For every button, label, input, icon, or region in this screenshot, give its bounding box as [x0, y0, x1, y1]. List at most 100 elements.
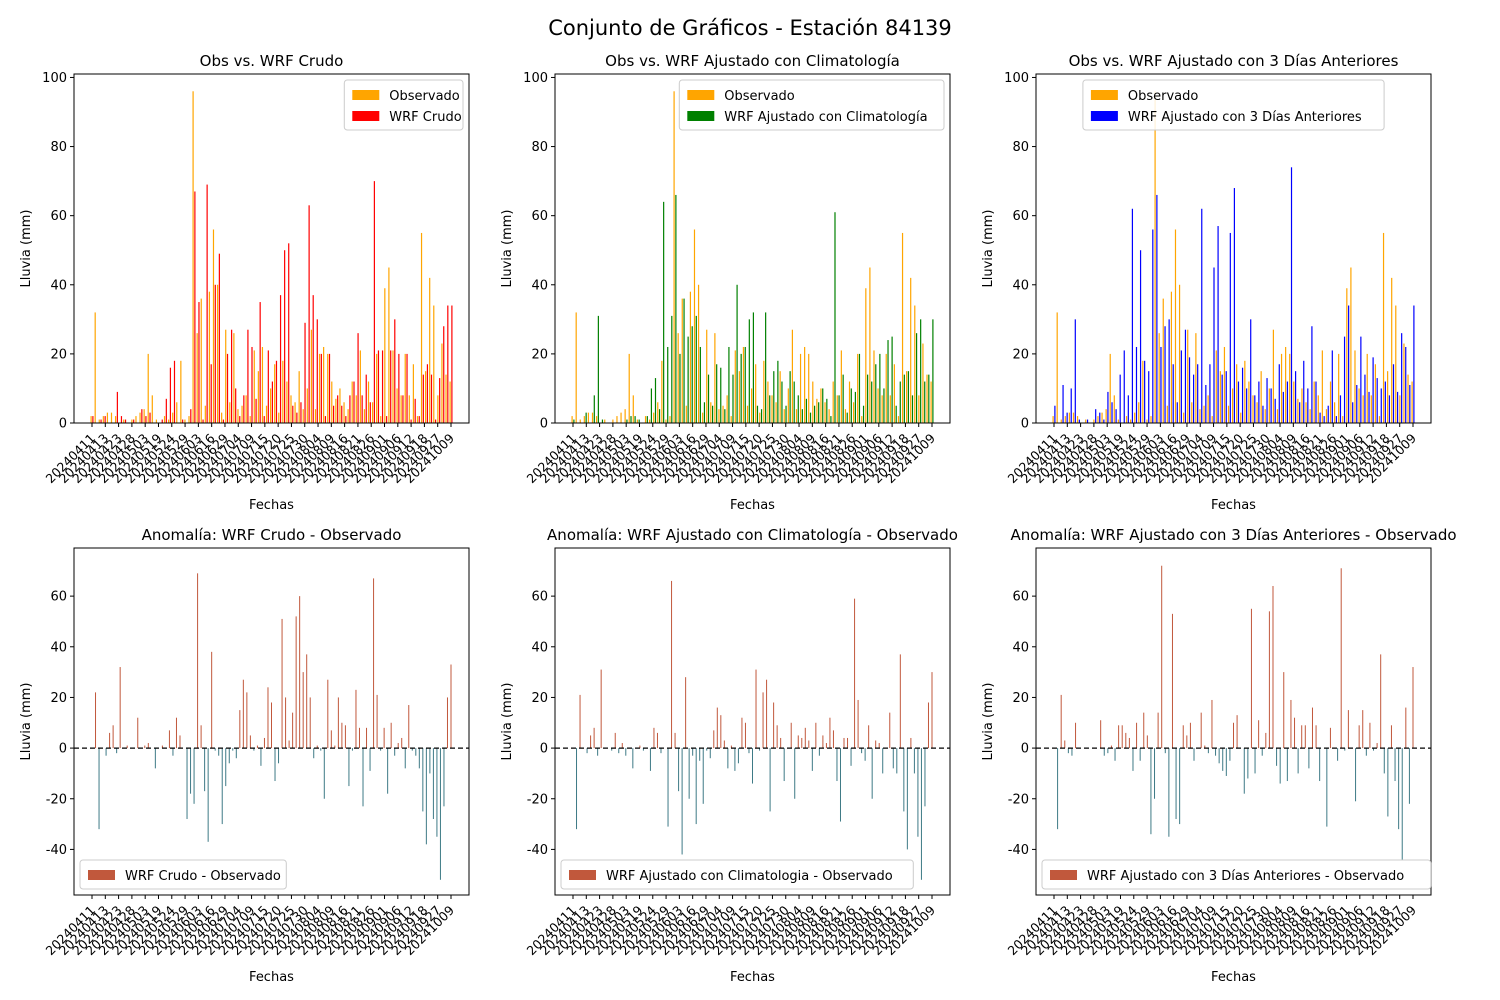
- bar-wrf: [394, 319, 396, 423]
- bar-anomaly: [394, 748, 396, 756]
- bar-anomaly: [154, 748, 156, 769]
- bar-wrf: [1168, 319, 1170, 423]
- bar-anomaly: [1207, 748, 1209, 754]
- bar-wrf: [793, 381, 795, 423]
- bar-wrf: [402, 395, 404, 423]
- bar-observed: [697, 284, 700, 423]
- bar-observed: [1301, 388, 1303, 423]
- bar-wrf: [891, 336, 893, 423]
- bar-wrf: [226, 353, 229, 423]
- bar-observed: [636, 419, 638, 423]
- bar-anomaly: [737, 748, 739, 764]
- panel-title: Obs vs. WRF Crudo: [200, 52, 344, 70]
- bar-anomaly: [225, 748, 227, 787]
- bar-wrf: [915, 333, 918, 423]
- bar-observed: [359, 350, 361, 423]
- bar-observed: [624, 409, 626, 423]
- bar-anomaly: [843, 737, 845, 749]
- bar-wrf: [720, 367, 722, 423]
- bar-wrf: [1062, 384, 1064, 423]
- bar-anomaly: [443, 748, 445, 807]
- bar-observed: [1105, 409, 1107, 423]
- bar-wrf: [284, 250, 286, 423]
- bar-anomaly: [1380, 654, 1382, 749]
- bar-observed: [616, 416, 618, 423]
- bar-observed: [1268, 388, 1270, 423]
- bar-anomaly: [1283, 672, 1285, 749]
- bar-observed: [1170, 291, 1173, 423]
- bar-observed: [290, 395, 292, 423]
- bar-wrf: [867, 374, 869, 423]
- bar-wrf: [683, 298, 685, 423]
- bar-anomaly: [730, 745, 732, 749]
- y-tick-label: 40: [1012, 278, 1029, 293]
- bar-observed: [404, 353, 406, 423]
- bar-observed: [591, 412, 594, 423]
- y-tick-label: 20: [1012, 691, 1029, 706]
- bar-observed: [371, 402, 374, 423]
- bar-wrf: [703, 402, 706, 423]
- panel-title: Obs vs. WRF Ajustado con Climatología: [605, 52, 900, 70]
- bar-wrf: [369, 402, 371, 423]
- bar-wrf: [1335, 416, 1337, 423]
- bar-anomaly: [927, 702, 929, 749]
- bar-observed: [123, 419, 125, 423]
- bar-observed: [241, 405, 243, 423]
- y-tick-label: -40: [1008, 843, 1029, 858]
- bar-wrf: [116, 391, 118, 423]
- y-tick-label: 100: [1004, 71, 1029, 86]
- bar-anomaly: [766, 679, 768, 749]
- bar-wrf: [671, 315, 673, 423]
- bar-observed: [110, 412, 113, 423]
- legend-swatch: [352, 111, 380, 121]
- bar-observed: [1387, 371, 1389, 423]
- bar-wrf: [712, 405, 714, 423]
- bar-observed: [706, 329, 708, 423]
- bar-observed: [355, 395, 357, 423]
- bar-anomaly: [175, 717, 177, 749]
- bar-observed: [1350, 267, 1352, 423]
- bar-wrf: [1368, 391, 1370, 423]
- bar-anomaly: [839, 748, 841, 822]
- bar-wrf: [1131, 208, 1134, 423]
- bar-anomaly: [1294, 717, 1296, 749]
- bar-observed: [1178, 284, 1181, 423]
- y-tick-label: 40: [531, 640, 548, 655]
- bar-anomaly: [429, 748, 431, 774]
- bar-wrf: [1229, 232, 1231, 423]
- bar-anomaly: [759, 748, 761, 751]
- bar-anomaly: [348, 748, 350, 787]
- bar-anomaly: [850, 748, 852, 766]
- bar-anomaly: [137, 717, 139, 749]
- legend-box: [1082, 79, 1385, 131]
- bar-wrf: [1119, 374, 1121, 423]
- bar-anomaly: [1171, 613, 1173, 749]
- bar-anomaly: [871, 748, 873, 799]
- bar-wrf: [235, 388, 237, 423]
- bar-observed: [1313, 381, 1315, 423]
- bar-anomaly: [790, 722, 792, 749]
- bar-observed: [918, 395, 920, 423]
- panel-obs_3d: Obs vs. WRF Ajustado con 3 Días Anterior…: [981, 52, 1432, 513]
- y-tick-label: 0: [540, 417, 548, 432]
- bar-wrf: [1086, 419, 1089, 423]
- bar-anomaly: [1373, 748, 1375, 751]
- bar-wrf: [765, 312, 767, 423]
- bar-observed: [1064, 416, 1066, 423]
- bar-observed: [163, 416, 166, 423]
- x-axis-label: Fechas: [249, 970, 294, 985]
- bar-observed: [1154, 91, 1156, 424]
- bar-wrf: [838, 395, 840, 423]
- bar-anomaly: [889, 712, 891, 749]
- legend-label: WRF Crudo - Observado: [125, 869, 281, 884]
- bar-observed: [1060, 419, 1062, 423]
- bar-observed: [1346, 288, 1348, 423]
- panel-title: Anomalía: WRF Crudo - Observado: [142, 526, 402, 544]
- bar-wrf: [1331, 350, 1333, 423]
- bar-observed: [893, 364, 895, 423]
- bar-wrf: [1139, 250, 1142, 423]
- bar-anomaly: [116, 748, 118, 754]
- bar-wrf: [267, 350, 269, 423]
- bar-anomaly: [1071, 748, 1073, 756]
- bar-anomaly: [295, 616, 297, 749]
